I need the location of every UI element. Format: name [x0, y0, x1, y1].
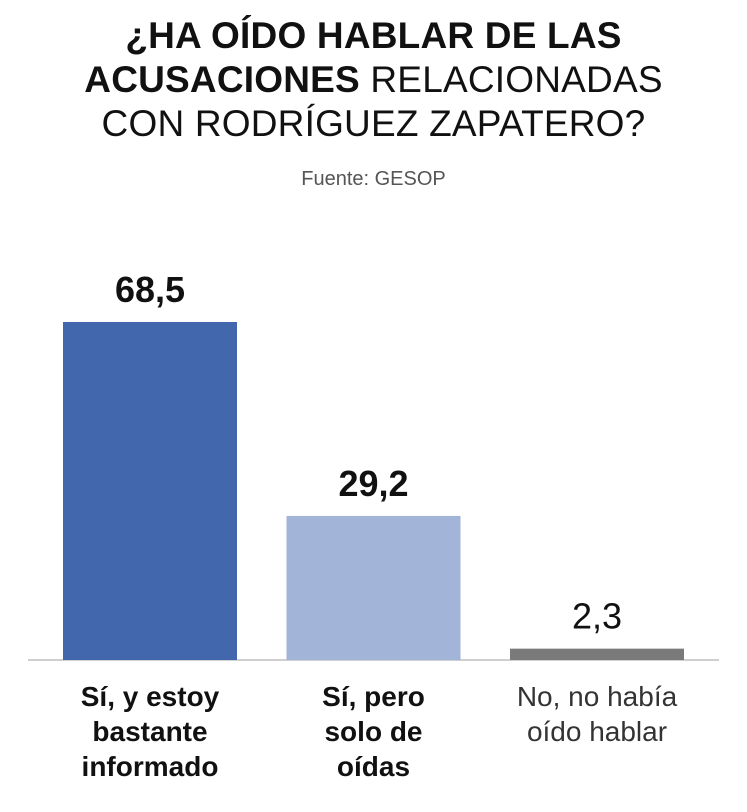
chart-source: Fuente: GESOP — [301, 168, 446, 190]
category-label-2-line-3: oídas — [337, 751, 410, 782]
bar-1 — [63, 322, 237, 660]
value-label-3: 2,3 — [572, 596, 622, 637]
value-label-1: 68,5 — [115, 269, 185, 310]
category-label-2-line-1: Sí, pero — [322, 681, 425, 712]
category-label-1-line-1: Sí, y estoy — [81, 681, 220, 712]
chart-title: ¿HA OÍDO HABLAR DE LAS ACUSACIONES RELAC… — [0, 14, 747, 146]
bar-2 — [286, 515, 461, 660]
category-label-1-line-3: informado — [82, 751, 219, 782]
title-line-1: ¿HA OÍDO HABLAR DE LAS — [125, 15, 622, 56]
value-label-2: 29,2 — [338, 463, 408, 504]
title-line-2-rest: RELACIONADAS — [370, 59, 663, 100]
title-line-2-bold: ACUSACIONES — [84, 59, 360, 100]
category-label-2-line-2: solo de — [324, 716, 422, 747]
category-label-3-line-2: oído hablar — [527, 716, 667, 747]
bar-3 — [510, 648, 684, 660]
title-line-3: CON RODRÍGUEZ ZAPATERO? — [101, 103, 646, 144]
category-label-1-line-2: bastante — [92, 716, 207, 747]
category-label-3-line-1: No, no había — [517, 681, 678, 712]
title-line-2: ACUSACIONES RELACIONADAS — [0, 58, 747, 102]
bars-group: 68,5 Sí, y estoy bastante informado 29,2 Sí, … — [63, 269, 684, 782]
